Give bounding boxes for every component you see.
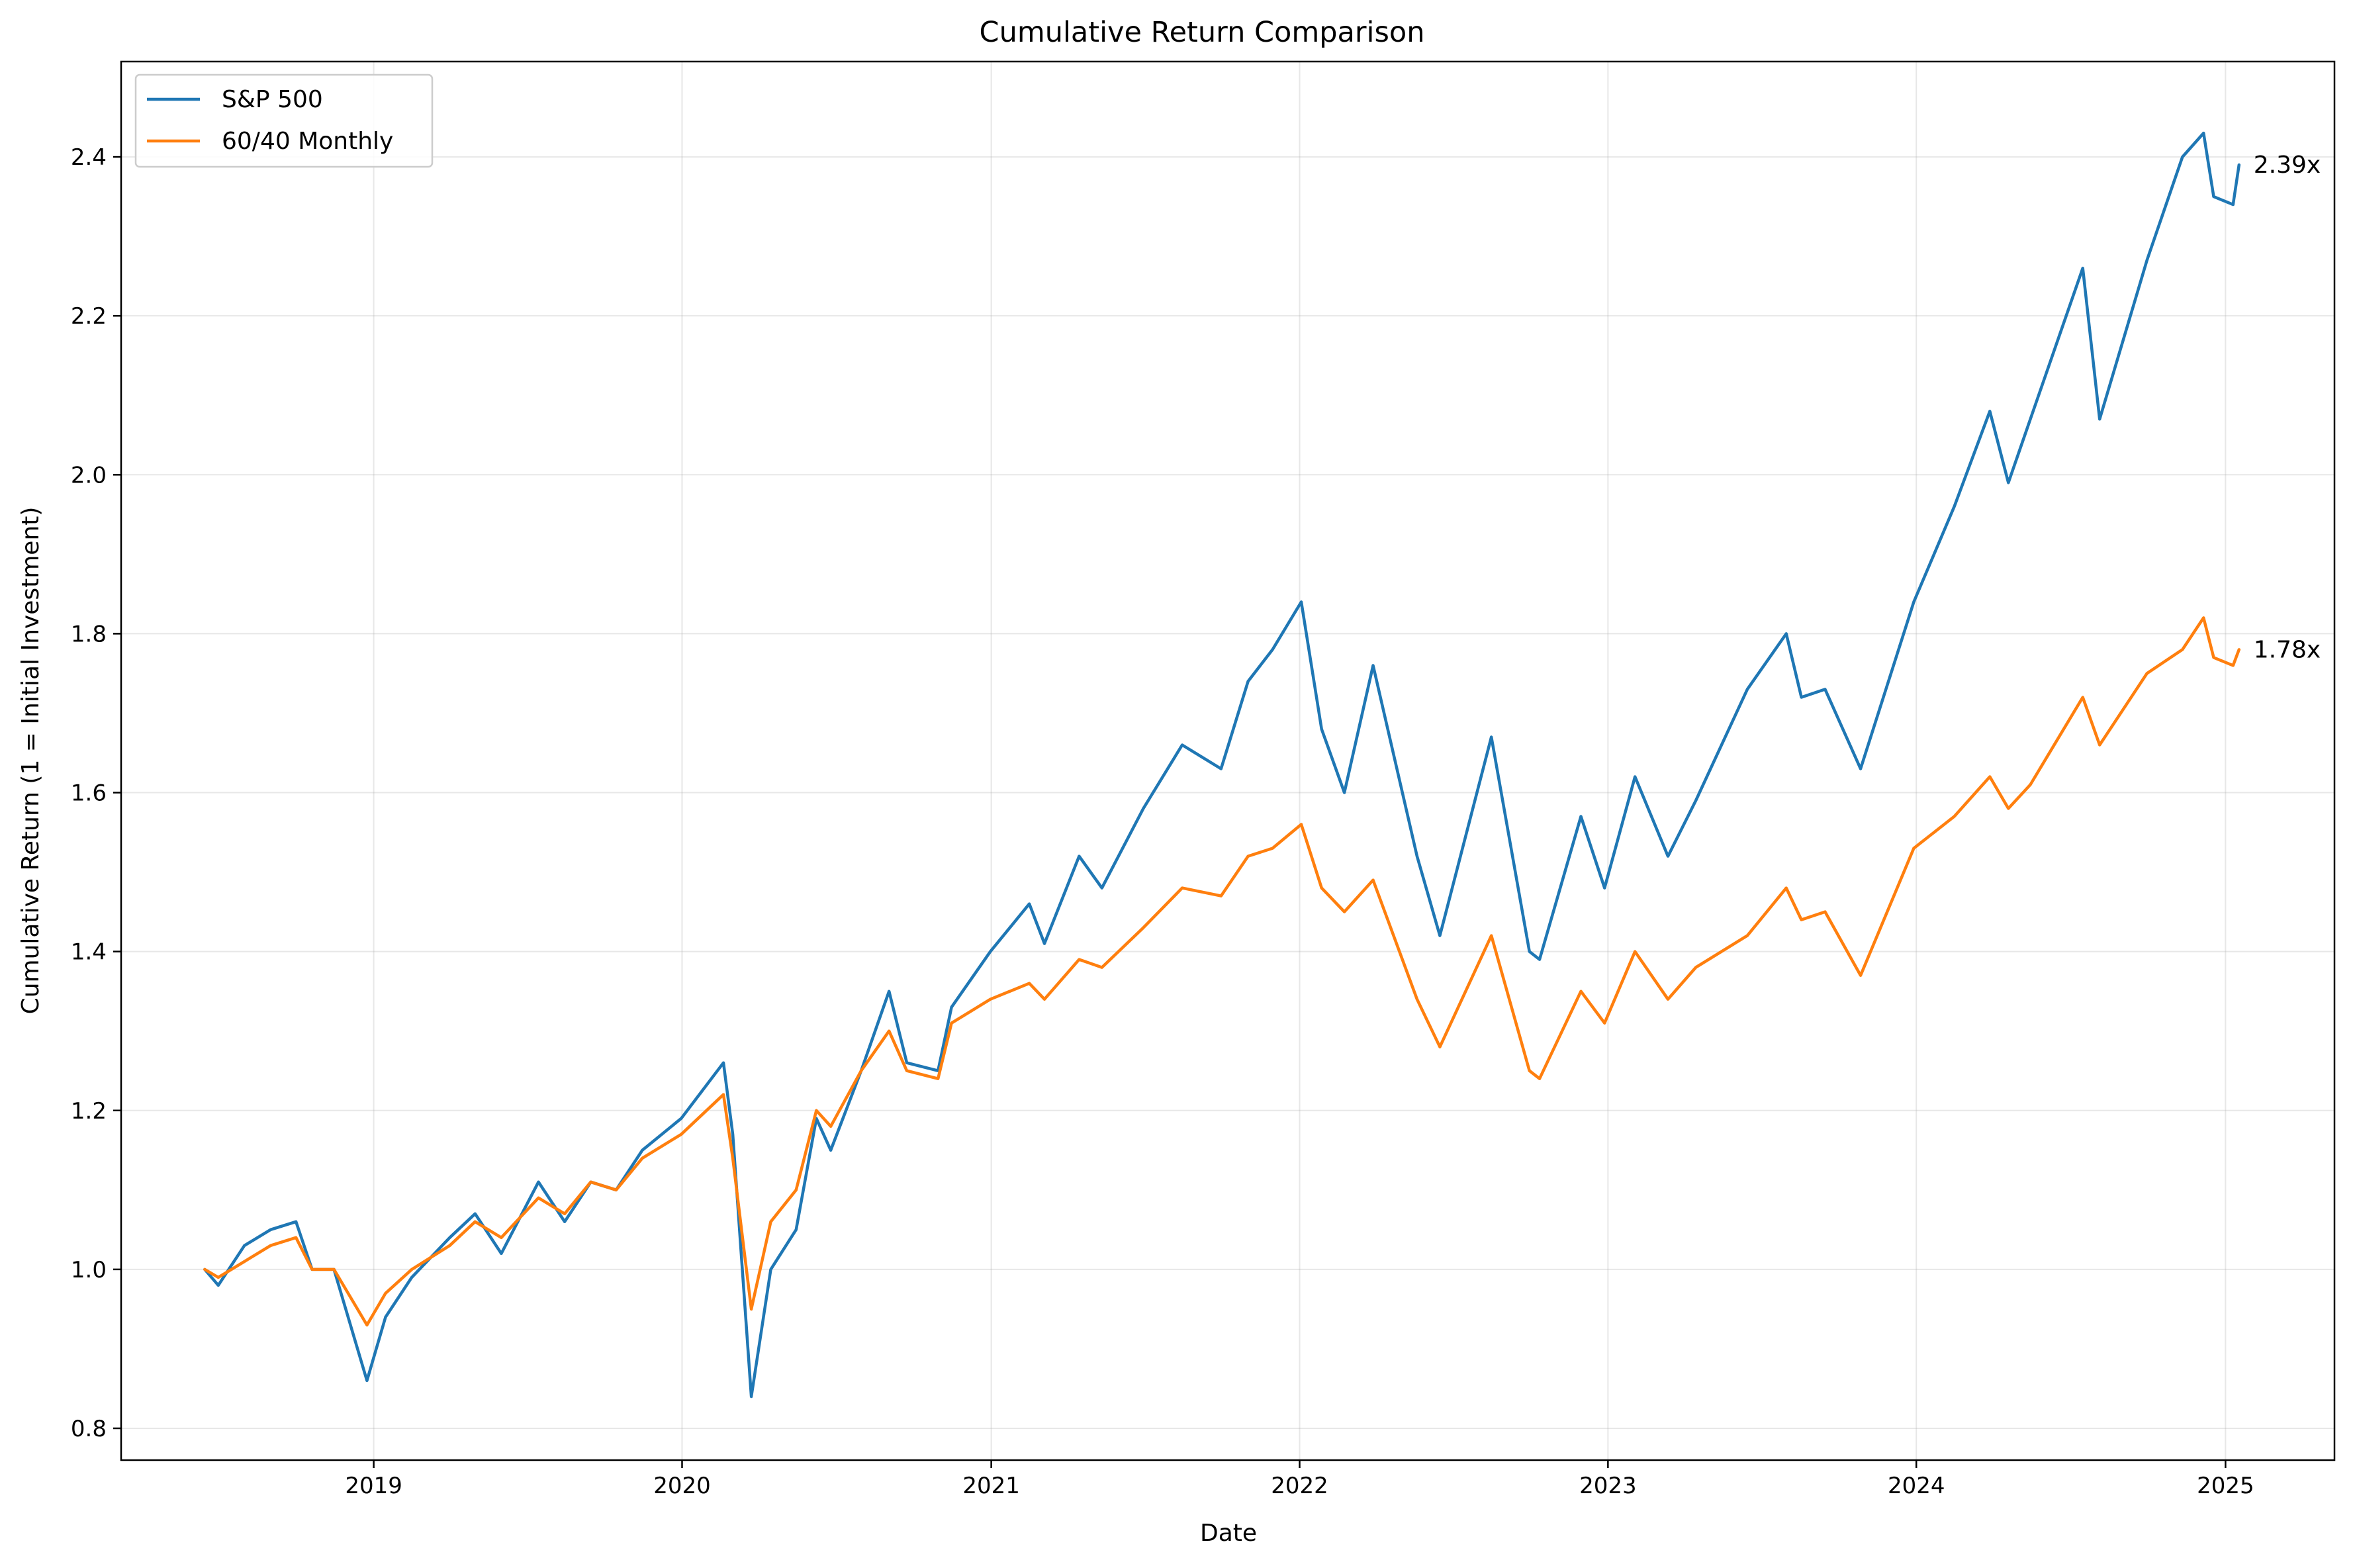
legend: S&P 500 60/40 Monthly [134,73,434,168]
y-tick-label: 2.2 [71,303,107,330]
y-tick-label: 1.2 [71,1098,107,1125]
end-label-sp500: 2.39x [2254,152,2321,179]
x-axis-ticks: 2019 2020 2021 2022 2023 2024 2025 [345,1460,2254,1499]
y-tick-label: 2.0 [71,462,107,488]
series-lines [203,131,2241,1399]
end-label-60-40: 1.78x [2254,636,2321,663]
grid-lines [121,62,2334,1460]
end-value-labels: 2.39x 1.78x [2254,152,2321,663]
y-tick-label: 1.0 [71,1257,107,1283]
y-axis-ticks: 0.8 1.0 1.2 1.4 1.6 1.8 2.0 2.2 2.4 [71,144,121,1442]
y-tick-label: 1.4 [71,939,107,966]
legend-label-sp500: S&P 500 [222,86,323,113]
y-tick-label: 2.4 [71,144,107,171]
y-axis-title: Cumulative Return (1 = Initial Investmen… [17,507,44,1015]
x-tick-label: 2021 [962,1473,1020,1499]
y-tick-label: 0.8 [71,1416,107,1442]
x-tick-label: 2023 [1579,1473,1637,1499]
legend-box [134,73,434,168]
x-axis-title: Date [1200,1520,1257,1547]
y-tick-label: 1.8 [71,621,107,647]
y-tick-label: 1.6 [71,780,107,807]
series-line-sp500 [203,131,2241,1399]
x-tick-label: 2019 [345,1473,402,1499]
legend-label-60-40: 60/40 Monthly [222,128,393,155]
plot-area-frame [120,60,2336,1461]
x-tick-label: 2022 [1271,1473,1328,1499]
x-tick-label: 2025 [2197,1473,2254,1499]
chart-title: Cumulative Return Comparison [980,16,1425,49]
series-line-60-40 [203,616,2241,1327]
x-tick-label: 2024 [1888,1473,1945,1499]
x-tick-label: 2020 [653,1473,711,1499]
